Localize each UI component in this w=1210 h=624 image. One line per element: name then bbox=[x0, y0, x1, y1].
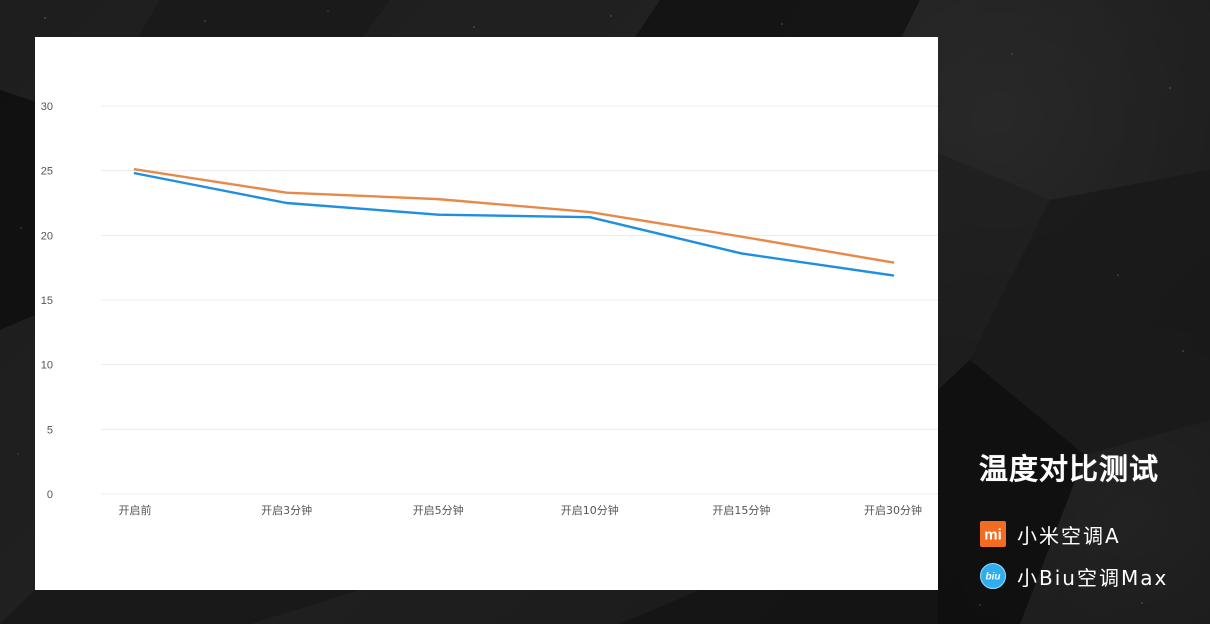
svg-text:biu: biu bbox=[986, 572, 1001, 583]
x-tick-label-5: 开启30分钟 bbox=[864, 503, 922, 517]
point-xiaomi-4 bbox=[740, 235, 743, 238]
x-tick-label-4: 开启15分钟 bbox=[712, 503, 770, 517]
series-line-biu bbox=[133, 172, 895, 277]
y-tick-label-15: 15 bbox=[41, 295, 53, 307]
x-tick-label-3: 开启10分钟 bbox=[561, 503, 619, 517]
svg-text:mi: mi bbox=[984, 527, 1002, 544]
legend-item-biu: biu 小Biu空调Max bbox=[979, 562, 1194, 590]
x-tick-label-2: 开启5分钟 bbox=[413, 503, 464, 517]
point-xiaomi-1 bbox=[285, 191, 288, 194]
point-biu-3 bbox=[588, 216, 591, 219]
y-tick-label-0: 0 bbox=[47, 489, 53, 501]
point-biu-2 bbox=[437, 213, 440, 216]
point-biu-1 bbox=[285, 201, 288, 205]
xiaomi-logo-icon: mi bbox=[980, 521, 1006, 547]
legend-label-biu: 小Biu空调Max bbox=[1017, 565, 1169, 590]
point-xiaomi-5 bbox=[891, 261, 895, 264]
chart-title: 温度对比测试 bbox=[979, 452, 1160, 486]
y-tick-label-30: 30 bbox=[41, 101, 53, 113]
legend: mi 小米空调A biu 小Biu空调Max bbox=[979, 520, 1194, 604]
y-tick-label-25: 25 bbox=[41, 166, 53, 178]
point-biu-0 bbox=[133, 172, 137, 175]
point-biu-5 bbox=[891, 274, 895, 277]
point-biu-4 bbox=[740, 252, 743, 255]
x-tick-label-1: 开启3分钟 bbox=[261, 503, 312, 517]
series-line-xiaomi bbox=[133, 168, 895, 264]
point-xiaomi-2 bbox=[437, 197, 440, 201]
x-tick-label-0: 开启前 bbox=[119, 503, 152, 517]
y-tick-label-20: 20 bbox=[41, 230, 53, 242]
y-tick-label-5: 5 bbox=[47, 424, 53, 436]
legend-label-xiaomi: 小米空调A bbox=[1017, 523, 1121, 548]
biu-logo-icon: biu bbox=[980, 563, 1006, 589]
chart-panel: 0 5 10 15 20 25 30 开启前 开启3分钟 开启5分钟 开启10分钟 开启15分钟 开启3… bbox=[35, 37, 938, 590]
y-tick-label-10: 10 bbox=[41, 360, 53, 372]
point-xiaomi-3 bbox=[588, 210, 591, 214]
legend-item-xiaomi: mi 小米空调A bbox=[979, 520, 1194, 548]
temperature-line-chart: 0 5 10 15 20 25 30 开启前 开启3分钟 开启5分钟 开启10分钟 开启15分钟 开启3… bbox=[41, 101, 938, 517]
point-xiaomi-0 bbox=[133, 168, 137, 171]
